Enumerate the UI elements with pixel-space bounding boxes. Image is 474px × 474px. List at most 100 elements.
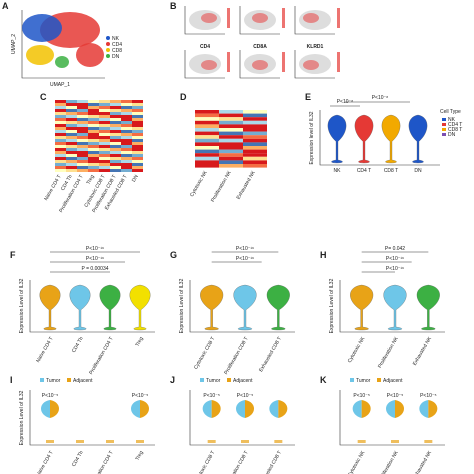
heat-cell <box>195 124 219 128</box>
feature-name: CD4 <box>200 44 210 50</box>
legend-label: Tumor <box>206 378 221 384</box>
legend-title: Cell Type <box>440 109 461 115</box>
panel-label: C <box>40 92 47 102</box>
heat-cell <box>55 151 66 154</box>
heat-cell <box>99 142 110 145</box>
x-label: Proliferation NK <box>210 169 233 203</box>
heat-cell <box>219 113 243 118</box>
heat-cell <box>55 163 66 166</box>
heat-cell <box>77 106 88 109</box>
heat-cell <box>121 139 132 142</box>
heat-cell <box>132 154 143 157</box>
legend-dot <box>106 54 110 58</box>
heat-cell <box>132 145 143 148</box>
heat-cell <box>243 142 267 146</box>
baseline-blob <box>424 440 433 443</box>
heat-cell <box>88 133 99 136</box>
heat-cell <box>66 133 77 136</box>
y-axis-label: Expression Level of IL32 <box>179 278 185 333</box>
legend-label: Tumor <box>356 378 371 384</box>
heat-cell <box>77 103 88 106</box>
heat-cell <box>132 109 143 112</box>
heat-cell <box>110 100 121 103</box>
legend-label: DN <box>112 54 120 60</box>
heat-cell <box>88 145 99 148</box>
heat-cell <box>88 115 99 118</box>
heat-cell <box>66 154 77 157</box>
p-value: P<10⁻⁸ <box>372 95 389 101</box>
x-label: Exhausted CD8 T <box>258 450 283 474</box>
heat-cell <box>132 127 143 130</box>
heat-cell <box>66 121 77 124</box>
heat-cell <box>219 110 243 114</box>
heat-cell <box>132 118 143 121</box>
heat-cell <box>66 103 77 106</box>
x-label: Treg <box>134 450 144 462</box>
heat-cell <box>88 100 99 103</box>
heat-cell <box>243 131 267 136</box>
heat-cell <box>55 166 66 169</box>
x-label: Exhausted NK <box>412 335 434 366</box>
heat-cell <box>77 166 88 169</box>
heat-cell <box>110 133 121 136</box>
heat-cell <box>195 113 219 118</box>
heat-cell <box>99 127 110 130</box>
heat-cell <box>99 115 110 118</box>
axes <box>184 50 225 79</box>
legend-key <box>442 128 446 131</box>
legend-key <box>67 378 71 382</box>
axes <box>239 50 280 79</box>
split-violin <box>386 400 395 418</box>
heat-cell <box>195 135 219 139</box>
p-value: P = 0.00034 <box>81 266 108 272</box>
heat-cell <box>132 130 143 133</box>
heat-cell <box>110 115 121 118</box>
y-axis-label: Expression level of IL32 <box>309 111 315 164</box>
x-label: DN <box>414 168 422 174</box>
heat-cell <box>66 151 77 154</box>
heat-cell <box>88 160 99 163</box>
heat-cell <box>195 142 219 146</box>
legend-label: CD8 T <box>448 127 462 133</box>
heat-cell <box>55 127 66 130</box>
x-label: Cytotoxic NK <box>189 169 209 198</box>
heat-cell <box>219 149 243 154</box>
heat-cell <box>88 127 99 130</box>
legend-key <box>442 123 446 126</box>
p-value: P<10⁻⁵ <box>420 393 437 399</box>
heat-cell <box>121 115 132 118</box>
violin <box>408 114 428 164</box>
heat-cell <box>121 157 132 160</box>
heat-cell <box>195 153 219 157</box>
heat-cell <box>195 146 219 150</box>
axes <box>29 280 155 333</box>
heat-cell <box>99 100 110 103</box>
panel-label: E <box>305 92 311 102</box>
heat-cell <box>121 124 132 127</box>
violin <box>69 284 91 331</box>
heat-cell <box>66 148 77 151</box>
x-label: Exhausted NK <box>236 169 258 200</box>
y-axis-label: UMAP_2 <box>11 34 17 54</box>
heat-cell <box>55 133 66 136</box>
legend-label: Adjacent <box>73 378 93 384</box>
heat-cell <box>99 163 110 166</box>
p-value: P= 0.042 <box>385 246 405 252</box>
bracket <box>330 101 410 107</box>
panel-label: H <box>320 250 327 260</box>
baseline-blob <box>76 440 84 443</box>
heat-cell <box>195 160 219 164</box>
heat-cell <box>88 118 99 121</box>
baseline-blob <box>391 440 399 443</box>
heat-cell <box>88 136 99 139</box>
axes <box>294 6 335 35</box>
x-label: Proliferation CD4 T <box>88 450 114 474</box>
legend-label: Adjacent <box>383 378 403 384</box>
x-label: Proliferation NK <box>377 335 400 369</box>
heat-cell <box>219 135 243 139</box>
heat-cell <box>77 145 88 148</box>
axes <box>21 10 105 79</box>
p-value: P<10⁻⁵ <box>353 393 370 399</box>
heat-cell <box>132 100 143 103</box>
heat-cell <box>132 139 143 142</box>
